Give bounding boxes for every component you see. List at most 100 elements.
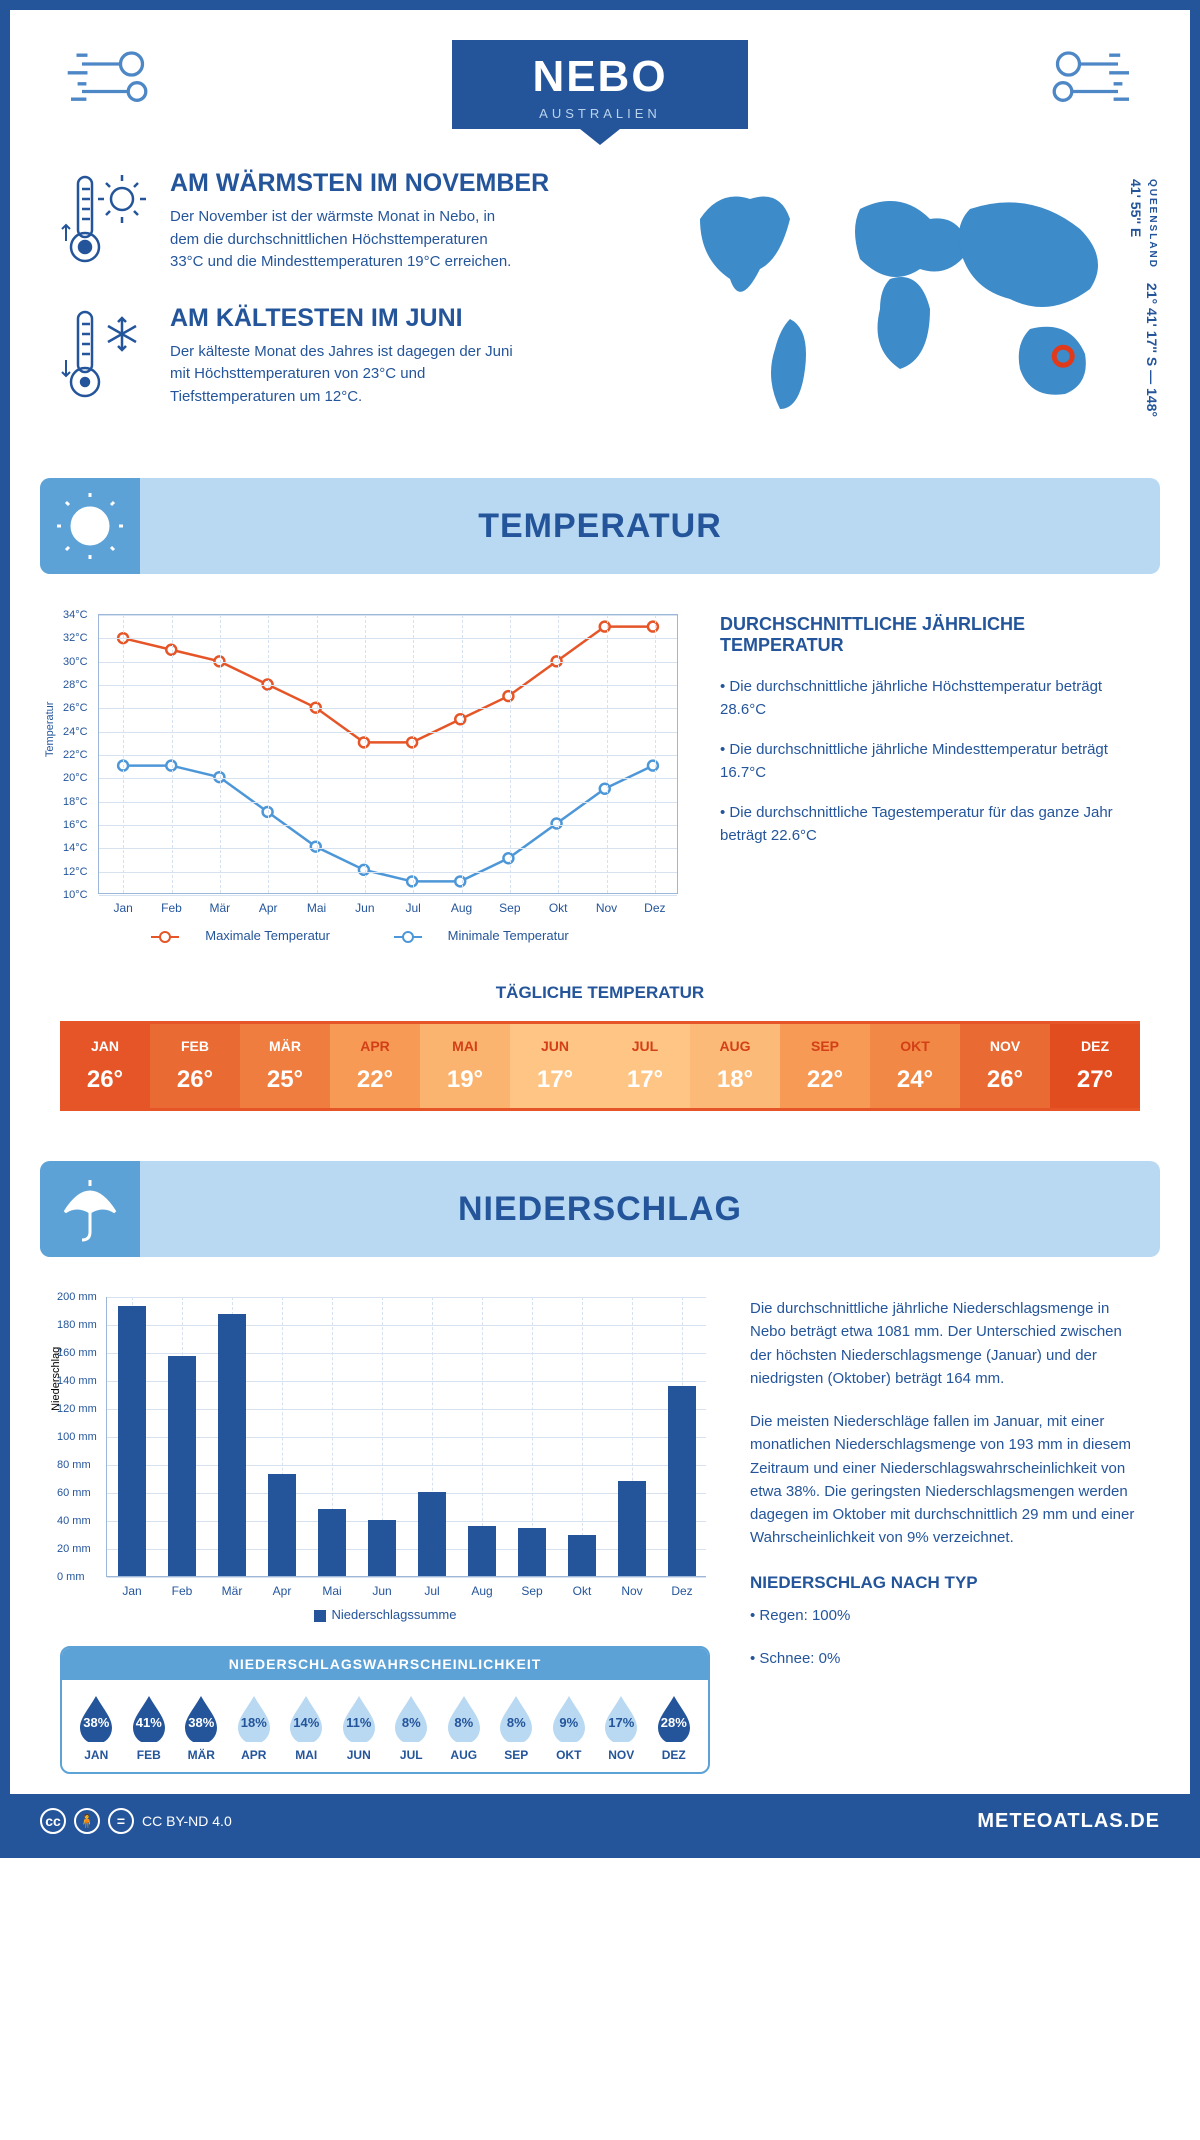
cc-icon: cc [40,1808,66,1834]
title-banner: NEBO AUSTRALIEN [452,40,747,129]
temp-legend: Maximale Temperatur Minimale Temperatur [60,928,680,943]
region-label: QUEENSLAND [1147,179,1158,269]
daily-cell: FEB26° [150,1024,240,1108]
raindrop-icon: 8% [496,1694,536,1742]
precip-bar [468,1526,496,1576]
daily-cell: OKT24° [870,1024,960,1108]
thermometer-sun-icon [60,169,150,269]
fact-cold-title: AM KÄLTESTEN IM JUNI [170,304,520,333]
daily-cell: NOV26° [960,1024,1050,1108]
prob-cell: 11%JUN [333,1694,386,1762]
daily-cell: JUN17° [510,1024,600,1108]
header: NEBO AUSTRALIEN [10,10,1190,149]
prob-cell: 38%MÄR [175,1694,228,1762]
fact-coldest: AM KÄLTESTEN IM JUNI Der kälteste Monat … [60,304,620,409]
footer: cc 🧍 = CC BY-ND 4.0 METEOATLAS.DE [10,1794,1190,1848]
raindrop-icon: 14% [286,1694,326,1742]
precip-bar [368,1520,396,1576]
precipitation-chart: 0 mm20 mm40 mm60 mm80 mm100 mm120 mm140 … [106,1297,706,1577]
wind-icon [1030,40,1140,110]
raindrop-icon: 28% [654,1694,694,1742]
daily-temperature: TÄGLICHE TEMPERATUR JAN26°FEB26°MÄR25°AP… [10,973,1190,1151]
precip-body-2: Die meisten Niederschläge fallen im Janu… [750,1410,1140,1550]
brand: METEOATLAS.DE [977,1810,1160,1833]
prob-cell: 8%AUG [438,1694,491,1762]
precip-legend: Niederschlagssumme [60,1607,710,1622]
precipitation-block: Niederschlag 0 mm20 mm40 mm60 mm80 mm100… [10,1267,1190,1794]
facts: AM WÄRMSTEN IM NOVEMBER Der November ist… [60,169,620,438]
sun-icon [40,478,140,574]
section-title: TEMPERATUR [478,507,722,546]
daily-cell: MÄR25° [240,1024,330,1108]
raindrop-icon: 38% [76,1694,116,1742]
daily-cell: JAN26° [60,1024,150,1108]
prob-cell: 18%APR [228,1694,281,1762]
prob-title: NIEDERSCHLAGSWAHRSCHEINLICHKEIT [62,1648,708,1680]
precip-bar [518,1528,546,1576]
precip-type-title: NIEDERSCHLAG NACH TYP [750,1570,1140,1596]
daily-cell: JUL17° [600,1024,690,1108]
page-subtitle: AUSTRALIEN [532,106,667,121]
coordinates: QUEENSLAND 21° 41' 17'' S — 148° 41' 55'… [1128,179,1160,438]
thermometer-snow-icon [60,304,150,404]
legend-max: Maximale Temperatur [205,928,330,943]
by-icon: 🧍 [74,1808,100,1834]
raindrop-icon: 8% [444,1694,484,1742]
prob-cell: 14%MAI [280,1694,333,1762]
intro: AM WÄRMSTEN IM NOVEMBER Der November ist… [10,149,1190,468]
raindrop-icon: 41% [129,1694,169,1742]
raindrop-icon: 9% [549,1694,589,1742]
precip-bar [418,1492,446,1576]
precip-bar [218,1314,246,1576]
fact-warm-body: Der November ist der wärmste Monat in Ne… [170,206,520,274]
temp-info-2: • Die durchschnittliche jährliche Mindes… [720,739,1140,784]
map-block: QUEENSLAND 21° 41' 17'' S — 148° 41' 55'… [660,169,1140,438]
temp-info-title: DURCHSCHNITTLICHE JÄHRLICHE TEMPERATUR [720,614,1140,656]
prob-cell: 8%JUL [385,1694,438,1762]
prob-cell: 38%JAN [70,1694,123,1762]
precipitation-text: Die durchschnittliche jährliche Niedersc… [750,1297,1140,1774]
fact-warm-title: AM WÄRMSTEN IM NOVEMBER [170,169,549,198]
prob-cell: 41%FEB [123,1694,176,1762]
section-temperature: TEMPERATUR [40,478,1160,574]
raindrop-icon: 8% [391,1694,431,1742]
temperature-block: Temperatur 10°C12°C14°C16°C18°C20°C22°C2… [10,584,1190,973]
prob-cell: 9%OKT [543,1694,596,1762]
nd-icon: = [108,1808,134,1834]
precip-bar [118,1306,146,1576]
infographic-page: NEBO AUSTRALIEN AM WÄRMSTEN IM NOVEMBER … [0,0,1200,1858]
daily-cell: AUG18° [690,1024,780,1108]
fact-cold-body: Der kälteste Monat des Jahres ist dagege… [170,341,520,409]
prob-cell: 17%NOV [595,1694,648,1762]
probability-box: NIEDERSCHLAGSWAHRSCHEINLICHKEIT 38%JAN41… [60,1646,710,1774]
section-precipitation: NIEDERSCHLAG [40,1161,1160,1257]
raindrop-icon: 38% [181,1694,221,1742]
title-block: NEBO AUSTRALIEN [170,40,1030,129]
page-title: NEBO [532,52,667,102]
license: cc 🧍 = CC BY-ND 4.0 [40,1808,232,1834]
daily-cell: SEP22° [780,1024,870,1108]
raindrop-icon: 17% [601,1694,641,1742]
wind-icon [60,40,170,110]
precip-bar [268,1474,296,1576]
daily-cell: DEZ27° [1050,1024,1140,1108]
world-map [660,169,1140,429]
precip-body-1: Die durchschnittliche jährliche Niedersc… [750,1297,1140,1390]
legend-min: Minimale Temperatur [448,928,569,943]
temperature-info: DURCHSCHNITTLICHE JÄHRLICHE TEMPERATUR •… [720,614,1140,943]
temp-info-1: • Die durchschnittliche jährliche Höchst… [720,676,1140,721]
precip-bar [318,1509,346,1576]
temp-info-3: • Die durchschnittliche Tagestemperatur … [720,802,1140,847]
precip-bar [668,1386,696,1576]
raindrop-icon: 11% [339,1694,379,1742]
precip-bar [168,1356,196,1576]
precip-legend-label: Niederschlagssumme [332,1607,457,1622]
umbrella-icon [40,1161,140,1257]
fact-warmest: AM WÄRMSTEN IM NOVEMBER Der November ist… [60,169,620,274]
temperature-chart: Temperatur 10°C12°C14°C16°C18°C20°C22°C2… [60,614,680,943]
temp-ylabel: Temperatur [44,701,56,757]
prob-cell: 8%SEP [490,1694,543,1762]
daily-cell: APR22° [330,1024,420,1108]
section-title: NIEDERSCHLAG [458,1190,742,1229]
daily-title: TÄGLICHE TEMPERATUR [60,983,1140,1003]
